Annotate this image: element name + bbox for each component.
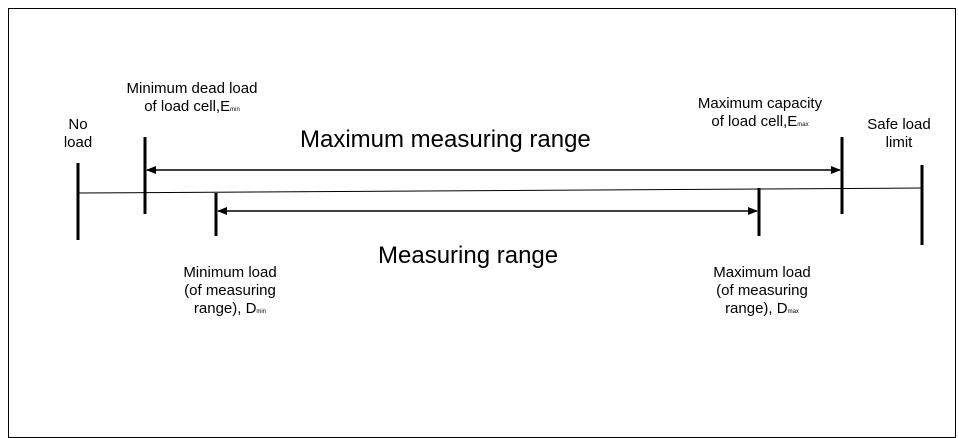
label-max-capacity: Maximum capacity of load cell,Emax [697, 95, 823, 130]
label-min-load: Minimum load (of measuring range), Dmin [183, 264, 277, 317]
label-safe-load-limit: Safe load limit [867, 116, 931, 151]
label-max-load: Maximum load (of measuring range), Dmax [713, 264, 811, 317]
label-min-dead-load: Minimum dead load of load cell,Emin [126, 80, 258, 115]
subscript-min: min [256, 309, 267, 315]
subscript-max: max [797, 122, 809, 128]
label-no-load: No load [63, 116, 93, 151]
subscript-max: max [787, 309, 799, 315]
subscript-min: min [230, 107, 240, 113]
title-measuring-range: Measuring range [378, 242, 559, 269]
title-maximum-measuring-range: Maximum measuring range [300, 126, 591, 153]
baseline [77, 187, 923, 194]
load-range-diagram [76, 137, 924, 245]
